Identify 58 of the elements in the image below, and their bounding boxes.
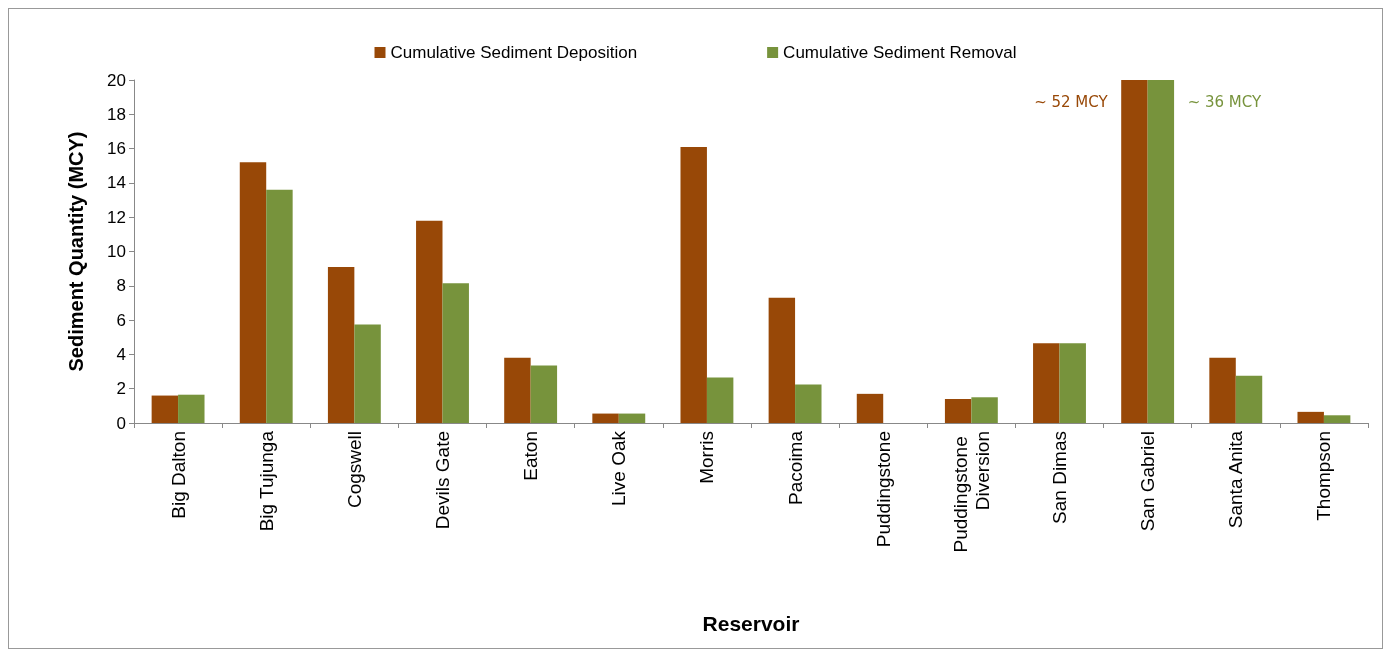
bar — [266, 189, 293, 423]
y-tick-label: 16 — [107, 139, 126, 159]
x-tick-label: Puddingstone — [872, 431, 894, 548]
x-tick-label: Eaton — [520, 431, 542, 481]
bar — [1323, 415, 1351, 423]
x-tick-label: Big Tujunga — [255, 430, 277, 532]
bar — [1059, 343, 1086, 423]
x-axis-title: Reservoir — [702, 612, 800, 635]
x-tick-label: Morris — [696, 431, 718, 484]
annotation: ~ 52 MCY — [1034, 92, 1109, 111]
y-tick-label: 20 — [107, 70, 126, 90]
annotation: ~ 36 MCY — [1187, 92, 1262, 111]
bar — [327, 266, 355, 423]
y-axis-title: Sediment Quantity (MCY) — [65, 131, 87, 372]
bar — [618, 413, 646, 423]
bar — [1235, 375, 1263, 423]
bar — [971, 397, 998, 423]
bar — [354, 324, 381, 423]
y-tick-label: 8 — [116, 276, 126, 296]
bar — [239, 162, 267, 423]
x-tick-label: Devils Gate — [432, 431, 453, 530]
y-tick-label: 4 — [116, 344, 126, 364]
x-tick-label: Cogswell — [343, 431, 365, 509]
bar — [151, 395, 179, 423]
bar — [442, 283, 469, 423]
y-tick-label: 10 — [107, 242, 126, 261]
y-tick-label: 18 — [107, 104, 126, 124]
x-tick-label: Santa Anita — [1225, 430, 1247, 529]
bar — [706, 377, 734, 423]
x-tick-label: San Gabriel — [1137, 431, 1159, 532]
bar — [1147, 80, 1175, 423]
bar — [1297, 411, 1324, 423]
bar — [416, 220, 443, 423]
bar — [504, 357, 531, 423]
bar — [592, 413, 619, 423]
x-tick-label: Pacoima — [784, 430, 806, 505]
legend-label: Cumulative Sediment Deposition — [390, 43, 638, 62]
bar — [1209, 357, 1236, 423]
bar — [530, 365, 558, 423]
y-tick-label: 14 — [107, 173, 126, 193]
x-tick-label: Big Dalton — [167, 431, 189, 519]
bar — [1033, 343, 1060, 423]
x-tick-label: San Dimas — [1049, 431, 1070, 524]
bar — [795, 384, 822, 423]
y-tick-label: 6 — [116, 310, 126, 330]
bar — [768, 297, 796, 423]
x-tick-label: Puddingstone Diversion — [949, 431, 993, 553]
bar — [856, 393, 884, 423]
bar — [1121, 80, 1148, 423]
y-tick-label: 12 — [107, 207, 126, 227]
bar — [178, 394, 205, 423]
y-tick-label: 0 — [116, 413, 126, 433]
bar — [944, 398, 972, 423]
legend-label: Cumulative Sediment Removal — [783, 43, 1017, 62]
x-tick-label: Thompson — [1313, 431, 1335, 521]
y-tick-label: 2 — [116, 379, 126, 399]
bar — [680, 146, 707, 423]
x-tick-label: Live Oak — [608, 430, 630, 506]
